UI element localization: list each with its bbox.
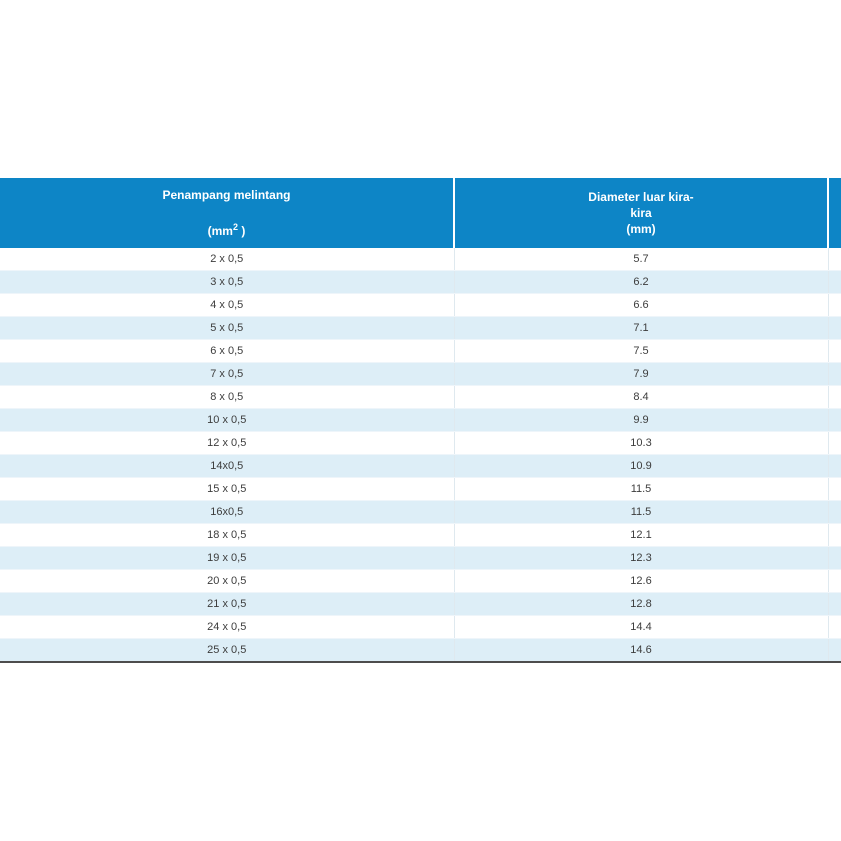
cell-penampang: 7 x 0,5	[0, 362, 455, 386]
table-row: 4 x 0,5 6.6	[0, 293, 841, 317]
cell-penampang: 16x0,5	[0, 500, 455, 524]
cell-diameter: 10.9	[454, 454, 829, 478]
cable-spec-table: Penampang melintang (mm2 ) Diameter luar…	[0, 178, 841, 663]
cell-cutoff	[828, 248, 841, 271]
cell-diameter: 7.9	[454, 362, 829, 386]
cell-penampang: 12 x 0,5	[0, 431, 455, 455]
cell-diameter: 12.8	[454, 592, 829, 616]
cell-penampang: 8 x 0,5	[0, 385, 455, 409]
header-penampang-unit: (mm2 )	[207, 222, 246, 238]
cell-cutoff	[828, 270, 841, 294]
cell-penampang: 18 x 0,5	[0, 523, 455, 547]
table-row: 16x0,5 11.5	[0, 500, 841, 524]
cell-cutoff	[828, 523, 841, 547]
table-row: 18 x 0,5 12.1	[0, 523, 841, 547]
cell-penampang: 19 x 0,5	[0, 546, 455, 570]
table-row: 15 x 0,5 11.5	[0, 477, 841, 501]
table-row: 19 x 0,5 12.3	[0, 546, 841, 570]
cell-penampang: 2 x 0,5	[0, 248, 455, 271]
header-diameter-line3: (mm)	[626, 222, 656, 236]
cell-cutoff	[828, 500, 841, 524]
cell-cutoff	[828, 408, 841, 432]
header-diameter: Diameter luar kira- kira (mm)	[454, 178, 829, 248]
cell-diameter: 10.3	[454, 431, 829, 455]
cell-cutoff	[828, 339, 841, 363]
cell-cutoff	[828, 293, 841, 317]
cell-penampang: 4 x 0,5	[0, 293, 455, 317]
header-diameter-line2: kira	[630, 206, 652, 220]
table-row: 3 x 0,5 6.2	[0, 270, 841, 294]
cell-diameter: 12.1	[454, 523, 829, 547]
cell-diameter: 14.4	[454, 615, 829, 639]
cell-diameter: 6.6	[454, 293, 829, 317]
cell-penampang: 5 x 0,5	[0, 316, 455, 340]
header-penampang-title: Penampang melintang	[162, 188, 291, 202]
cell-cutoff	[828, 431, 841, 455]
table-header: Penampang melintang (mm2 ) Diameter luar…	[0, 178, 841, 248]
table-row: 20 x 0,5 12.6	[0, 569, 841, 593]
cell-penampang: 6 x 0,5	[0, 339, 455, 363]
cell-diameter: 12.6	[454, 569, 829, 593]
table-row: 2 x 0,5 5.7	[0, 248, 841, 271]
header-penampang: Penampang melintang (mm2 )	[0, 178, 455, 248]
cell-diameter: 12.3	[454, 546, 829, 570]
cell-penampang: 15 x 0,5	[0, 477, 455, 501]
table-row: 12 x 0,5 10.3	[0, 431, 841, 455]
cell-diameter: 5.7	[454, 248, 829, 271]
table-body: 2 x 0,5 5.7 3 x 0,5 6.2 4 x 0,5 6.6 5 x 0,5 7.1…	[0, 248, 841, 663]
cell-cutoff	[828, 546, 841, 570]
cell-diameter: 6.2	[454, 270, 829, 294]
table-row: 21 x 0,5 12.8	[0, 592, 841, 616]
cell-diameter: 8.4	[454, 385, 829, 409]
cell-penampang: 25 x 0,5	[0, 638, 455, 663]
table-row: 6 x 0,5 7.5	[0, 339, 841, 363]
cell-penampang: 3 x 0,5	[0, 270, 455, 294]
cell-penampang: 21 x 0,5	[0, 592, 455, 616]
table-row: 10 x 0,5 9.9	[0, 408, 841, 432]
table-row: 25 x 0,5 14.6	[0, 638, 841, 663]
header-cutoff-column	[828, 178, 841, 248]
cell-penampang: 14x0,5	[0, 454, 455, 478]
table-row: 5 x 0,5 7.1	[0, 316, 841, 340]
cell-diameter: 11.5	[454, 500, 829, 524]
header-diameter-line1: Diameter luar kira-	[588, 190, 694, 204]
cell-penampang: 24 x 0,5	[0, 615, 455, 639]
cell-diameter: 11.5	[454, 477, 829, 501]
cell-cutoff	[828, 569, 841, 593]
cell-cutoff	[828, 477, 841, 501]
cell-cutoff	[828, 615, 841, 639]
table-row: 7 x 0,5 7.9	[0, 362, 841, 386]
cell-penampang: 20 x 0,5	[0, 569, 455, 593]
cell-diameter: 7.5	[454, 339, 829, 363]
cell-cutoff	[828, 454, 841, 478]
cell-cutoff	[828, 385, 841, 409]
cell-cutoff	[828, 638, 841, 663]
table-row: 14x0,5 10.9	[0, 454, 841, 478]
cell-cutoff	[828, 362, 841, 386]
table-row: 8 x 0,5 8.4	[0, 385, 841, 409]
cell-diameter: 14.6	[454, 638, 829, 663]
cell-cutoff	[828, 316, 841, 340]
table-row: 24 x 0,5 14.4	[0, 615, 841, 639]
cell-cutoff	[828, 592, 841, 616]
cell-diameter: 7.1	[454, 316, 829, 340]
cell-diameter: 9.9	[454, 408, 829, 432]
cell-penampang: 10 x 0,5	[0, 408, 455, 432]
